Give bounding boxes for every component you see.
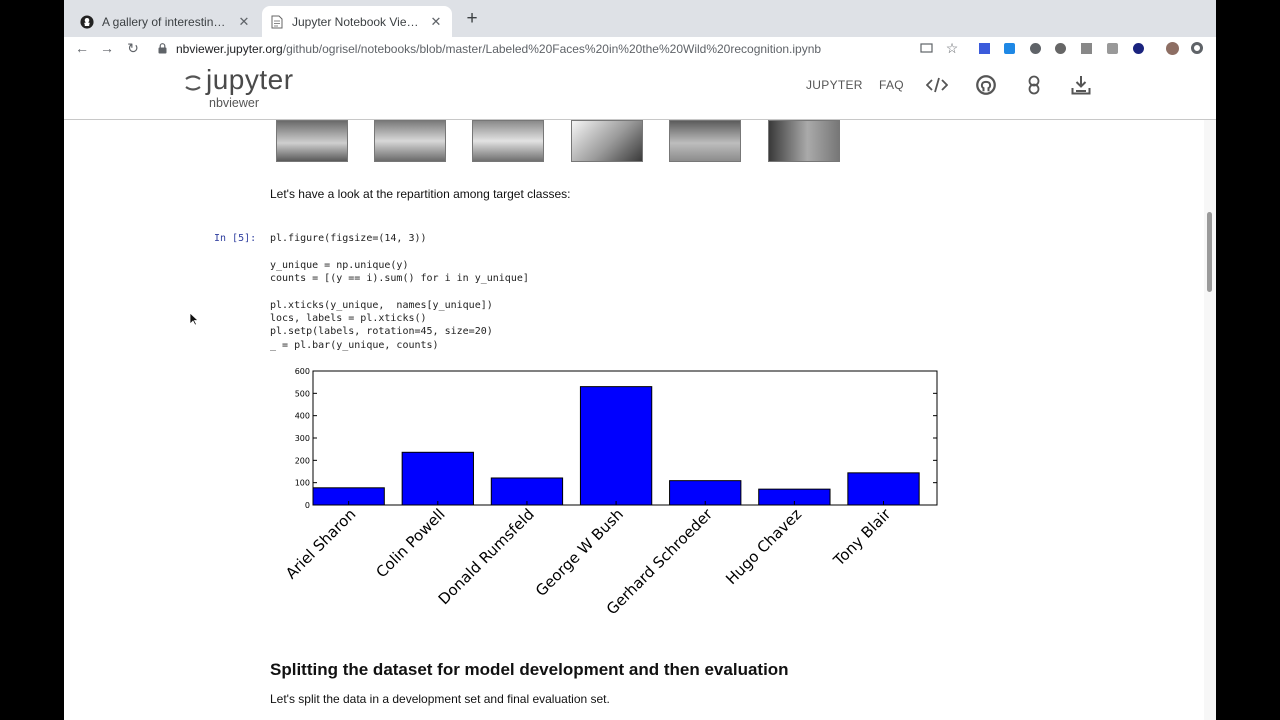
jupyter-logo-icon xyxy=(185,75,201,91)
lock-icon xyxy=(158,43,168,54)
tab-strip: A gallery of interesting Jupyter ✕ Jupyt… xyxy=(64,0,1216,37)
face-thumbnail xyxy=(374,120,446,162)
x-tick-label: Donald Rumsfeld xyxy=(435,505,538,608)
back-arrow-icon[interactable]: ← xyxy=(75,40,89,56)
github-icon[interactable] xyxy=(975,74,997,96)
x-tick-label: Tony Blair xyxy=(829,505,895,571)
face-thumbnail xyxy=(276,120,348,162)
chart-bar xyxy=(490,477,564,506)
y-tick-label: 300 xyxy=(295,434,310,443)
markdown-text: Let's have a look at the repartition amo… xyxy=(270,187,571,201)
logo-word: jupyter xyxy=(206,64,294,95)
code-line[interactable]: pl.figure(figsize=(14, 3)) xyxy=(270,233,427,244)
close-icon[interactable]: ✕ xyxy=(238,13,250,29)
profile-avatar-icon[interactable] xyxy=(1165,41,1179,55)
y-tick-label: 600 xyxy=(295,367,310,376)
x-tick-label: Colin Powell xyxy=(372,505,448,581)
logo-subtitle: nbviewer xyxy=(209,96,260,110)
x-tick-label: Ariel Sharon xyxy=(282,505,359,582)
page-scrollbar[interactable] xyxy=(1204,120,1216,720)
x-tick-label: George W Bush xyxy=(532,505,627,600)
chart-bar xyxy=(847,472,920,506)
bar-chart: 0 100 200 300 400 500 600 Ariel Sharon Colin Pow… xyxy=(282,367,938,618)
tab-title: A gallery of interesting Jupyter xyxy=(102,14,230,29)
nav-jupyter-link[interactable]: JUPYTER xyxy=(806,78,863,92)
reload-icon[interactable]: ↻ xyxy=(127,40,139,56)
forward-arrow-icon[interactable]: → xyxy=(100,40,114,56)
document-icon xyxy=(270,15,284,29)
extension-icon[interactable] xyxy=(1028,41,1042,55)
browser-window: A gallery of interesting Jupyter ✕ Jupyt… xyxy=(64,0,1216,720)
y-tick-label: 100 xyxy=(295,479,310,488)
code-line[interactable]: _ = pl.bar(y_unique, counts) xyxy=(270,340,439,351)
face-thumbnail xyxy=(768,120,840,162)
x-tick-label: Hugo Chavez xyxy=(722,505,805,588)
new-tab-icon[interactable]: + xyxy=(466,8,478,29)
binder-icon[interactable] xyxy=(1023,74,1045,96)
code-line[interactable]: y_unique = np.unique(y) xyxy=(270,260,409,271)
url-host: nbviewer.jupyter.org xyxy=(176,41,283,56)
extension-icon[interactable] xyxy=(1053,41,1067,55)
notebook-content: Let's have a look at the repartition amo… xyxy=(64,120,1204,720)
y-tick-label: 200 xyxy=(295,456,310,465)
y-tick-label: 500 xyxy=(295,389,310,398)
scrollbar-thumb[interactable] xyxy=(1207,212,1212,292)
close-icon[interactable]: ✕ xyxy=(430,13,442,29)
cast-icon[interactable] xyxy=(919,41,933,55)
site-header: jupyter nbviewer JUPYTER FAQ xyxy=(64,59,1216,120)
extension-icon[interactable] xyxy=(1079,41,1093,55)
face-thumbnail xyxy=(669,120,741,162)
chart-bar xyxy=(669,480,742,506)
markdown-text: Let's split the data in a development se… xyxy=(270,692,610,706)
y-tick-label: 0 xyxy=(305,501,310,510)
section-heading: Splitting the dataset for model developm… xyxy=(270,660,789,679)
tab-gallery[interactable]: A gallery of interesting Jupyter ✕ xyxy=(72,6,260,37)
extension-icon[interactable] xyxy=(1131,41,1145,55)
cell-prompt: In [5]: xyxy=(214,233,257,244)
extension-icon[interactable] xyxy=(1105,41,1119,55)
face-thumbnail xyxy=(472,120,544,162)
settings-icon[interactable] xyxy=(1190,41,1204,55)
address-bar[interactable]: nbviewer.jupyter.org/github/ogrisel/note… xyxy=(158,40,918,57)
github-icon xyxy=(80,14,94,29)
face-thumbnail xyxy=(571,120,643,162)
extension-icon[interactable] xyxy=(977,41,991,55)
url-path: /github/ogrisel/notebooks/blob/master/La… xyxy=(282,41,822,56)
y-tick-label: 400 xyxy=(295,412,310,421)
mouse-cursor-icon xyxy=(189,312,199,326)
jupyter-logo[interactable]: jupyter nbviewer xyxy=(182,63,322,113)
code-line[interactable]: pl.xticks(y_unique, names[y_unique]) xyxy=(270,300,493,311)
code-line[interactable]: counts = [(y == i).sum() for i in y_uniq… xyxy=(270,273,529,284)
tab-nbviewer[interactable]: Jupyter Notebook Viewer ✕ xyxy=(262,6,452,37)
code-line[interactable]: locs, labels = pl.xticks() xyxy=(270,313,427,324)
download-icon[interactable] xyxy=(1070,74,1092,96)
chart-bar xyxy=(401,451,474,506)
tab-title: Jupyter Notebook Viewer xyxy=(292,14,422,29)
extension-icon[interactable] xyxy=(1002,41,1016,55)
chart-bar xyxy=(579,386,653,506)
code-icon[interactable] xyxy=(926,74,948,96)
star-icon[interactable]: ☆ xyxy=(945,39,959,56)
nav-faq-link[interactable]: FAQ xyxy=(879,78,904,92)
browser-toolbar: ← → ↻ nbviewer.jupyter.org/github/ogrise… xyxy=(64,37,1216,59)
code-line[interactable]: pl.setp(labels, rotation=45, size=20) xyxy=(270,326,493,337)
